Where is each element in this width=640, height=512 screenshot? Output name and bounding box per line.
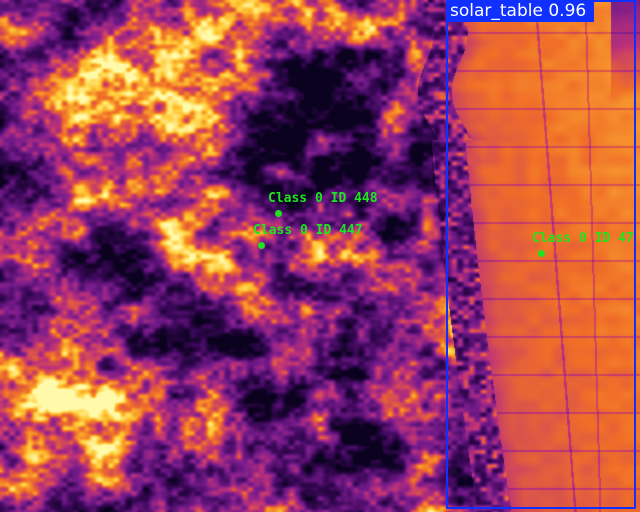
track-label-447: Class 0 ID 447 xyxy=(253,223,363,238)
solar-table-detection-label: solar_table 0.96 xyxy=(446,0,595,22)
track-label-47: Class 0 ID 47 xyxy=(532,231,634,246)
track-point-448 xyxy=(275,210,282,217)
track-point-47 xyxy=(538,250,545,257)
track-point-447 xyxy=(258,242,265,249)
track-label-448: Class 0 ID 448 xyxy=(268,191,378,206)
